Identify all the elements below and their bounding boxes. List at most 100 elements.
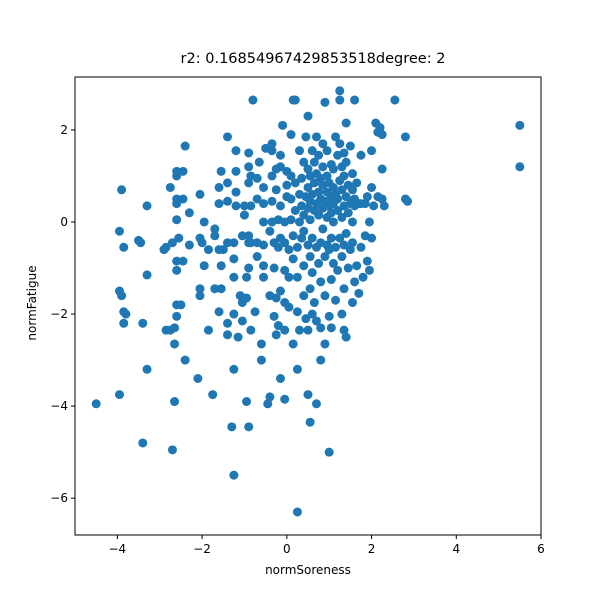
data-point-131 <box>269 263 279 273</box>
data-point-57 <box>210 231 220 241</box>
data-point-158 <box>284 245 294 255</box>
data-point-25 <box>170 339 180 349</box>
data-point-39 <box>180 355 190 365</box>
data-point-287 <box>341 118 351 128</box>
data-point-159 <box>286 215 296 225</box>
data-point-52 <box>199 217 209 227</box>
data-point-21 <box>167 238 177 248</box>
data-point-221 <box>314 150 324 160</box>
data-point-255 <box>328 217 338 227</box>
data-point-299 <box>350 277 360 287</box>
data-point-334 <box>515 162 525 172</box>
data-point-241 <box>322 171 332 181</box>
data-point-222 <box>316 355 326 365</box>
data-point-162 <box>286 130 296 140</box>
data-point-196 <box>303 111 313 121</box>
data-point-179 <box>297 233 307 243</box>
data-point-30 <box>172 256 182 266</box>
data-point-1 <box>114 390 124 400</box>
data-point-126 <box>267 196 277 206</box>
data-point-263 <box>333 265 343 275</box>
data-point-77 <box>229 272 239 282</box>
data-point-333 <box>515 120 525 130</box>
data-point-64 <box>216 284 226 294</box>
data-point-168 <box>290 178 300 188</box>
data-point-175 <box>295 325 305 335</box>
data-point-272 <box>337 309 347 319</box>
data-point-124 <box>265 226 275 236</box>
data-point-274 <box>337 212 347 222</box>
data-point-107 <box>252 252 262 262</box>
data-point-317 <box>367 233 377 243</box>
data-point-185 <box>299 210 309 220</box>
data-point-294 <box>347 298 357 308</box>
data-point-326 <box>377 164 387 174</box>
data-point-318 <box>367 182 377 192</box>
data-point-228 <box>318 224 328 234</box>
data-point-161 <box>286 171 296 181</box>
data-point-47 <box>195 291 205 301</box>
data-point-288 <box>343 263 353 273</box>
data-point-271 <box>335 139 345 149</box>
data-point-73 <box>227 422 237 432</box>
data-point-42 <box>180 141 190 151</box>
data-point-31 <box>174 233 184 243</box>
data-point-327 <box>377 130 387 140</box>
data-point-312 <box>360 199 370 209</box>
data-point-197 <box>305 417 315 427</box>
data-point-320 <box>369 201 379 211</box>
x-tick-label: 6 <box>537 542 545 556</box>
data-point-141 <box>275 286 285 296</box>
data-point-213 <box>311 316 321 326</box>
data-point-59 <box>214 182 224 192</box>
data-point-289 <box>343 208 353 218</box>
data-point-307 <box>356 242 366 252</box>
data-point-254 <box>328 258 338 268</box>
data-point-286 <box>341 157 351 167</box>
data-point-200 <box>305 215 315 225</box>
data-point-313 <box>362 256 372 266</box>
data-point-41 <box>178 166 188 176</box>
data-point-111 <box>254 157 264 167</box>
data-point-37 <box>176 300 186 310</box>
data-point-128 <box>267 146 277 156</box>
data-point-97 <box>244 231 254 241</box>
data-point-133 <box>271 330 281 340</box>
data-point-324 <box>375 123 385 133</box>
data-point-112 <box>256 355 266 365</box>
data-point-134 <box>271 293 281 303</box>
data-point-24 <box>170 397 180 407</box>
data-point-291 <box>345 245 355 255</box>
data-point-129 <box>267 139 277 149</box>
data-point-190 <box>303 390 313 400</box>
data-point-84 <box>233 332 243 342</box>
data-point-207 <box>307 146 317 156</box>
data-point-282 <box>339 148 349 158</box>
data-point-7 <box>114 226 124 236</box>
data-point-186 <box>299 157 309 167</box>
data-point-264 <box>333 205 343 215</box>
data-point-297 <box>347 185 357 195</box>
data-point-44 <box>184 208 194 218</box>
data-point-79 <box>229 238 239 248</box>
x-tick-label: 4 <box>452 542 460 556</box>
data-point-302 <box>350 95 360 105</box>
data-point-53 <box>203 325 213 335</box>
data-point-232 <box>318 139 328 149</box>
data-point-74 <box>229 470 239 480</box>
data-point-265 <box>333 194 343 204</box>
x-tick-label: 2 <box>368 542 376 556</box>
data-point-146 <box>278 120 288 130</box>
data-point-171 <box>292 364 302 374</box>
data-point-178 <box>295 146 305 156</box>
data-point-233 <box>320 339 330 349</box>
data-point-51 <box>199 261 209 271</box>
data-point-210 <box>309 178 319 188</box>
data-point-219 <box>314 210 324 220</box>
data-point-223 <box>316 323 326 333</box>
data-point-314 <box>362 192 372 202</box>
data-point-231 <box>318 162 328 172</box>
data-point-8 <box>119 242 129 252</box>
data-point-94 <box>242 272 252 282</box>
data-point-237 <box>320 97 330 107</box>
